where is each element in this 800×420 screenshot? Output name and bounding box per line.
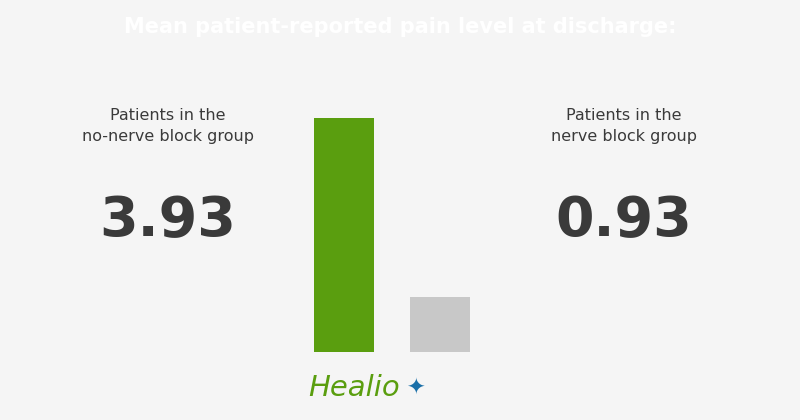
Bar [314,118,374,352]
Text: 0.93: 0.93 [556,194,692,248]
Text: Healio: Healio [308,375,400,402]
Text: Patients in the
no-nerve block group: Patients in the no-nerve block group [82,108,254,144]
Text: Patients in the
nerve block group: Patients in the nerve block group [551,108,697,144]
Text: ✦: ✦ [406,378,425,399]
Bar [410,297,470,352]
Text: 3.93: 3.93 [99,194,237,248]
Text: Mean patient-reported pain level at discharge:: Mean patient-reported pain level at disc… [124,17,676,37]
